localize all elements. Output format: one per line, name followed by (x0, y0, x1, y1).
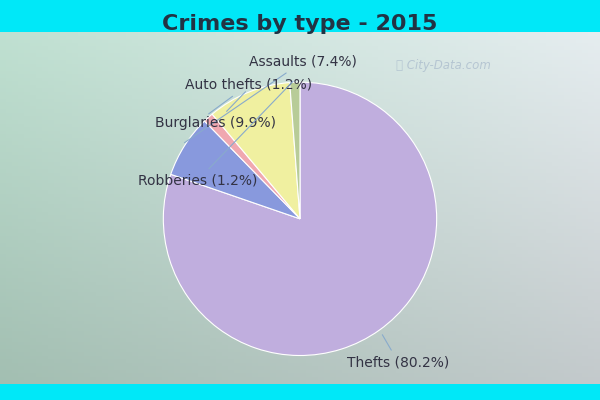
Text: Crimes by type - 2015: Crimes by type - 2015 (163, 14, 437, 34)
Wedge shape (212, 82, 300, 219)
Wedge shape (171, 121, 300, 219)
Wedge shape (290, 82, 300, 219)
Text: Burglaries (9.9%): Burglaries (9.9%) (155, 92, 276, 130)
Text: Assaults (7.4%): Assaults (7.4%) (185, 55, 356, 143)
Text: Auto thefts (1.2%): Auto thefts (1.2%) (185, 78, 311, 114)
Wedge shape (205, 114, 300, 219)
Wedge shape (163, 82, 437, 356)
Text: ⓘ City-Data.com: ⓘ City-Data.com (396, 59, 491, 72)
Text: Robberies (1.2%): Robberies (1.2%) (138, 82, 293, 188)
Text: Thefts (80.2%): Thefts (80.2%) (347, 335, 449, 369)
